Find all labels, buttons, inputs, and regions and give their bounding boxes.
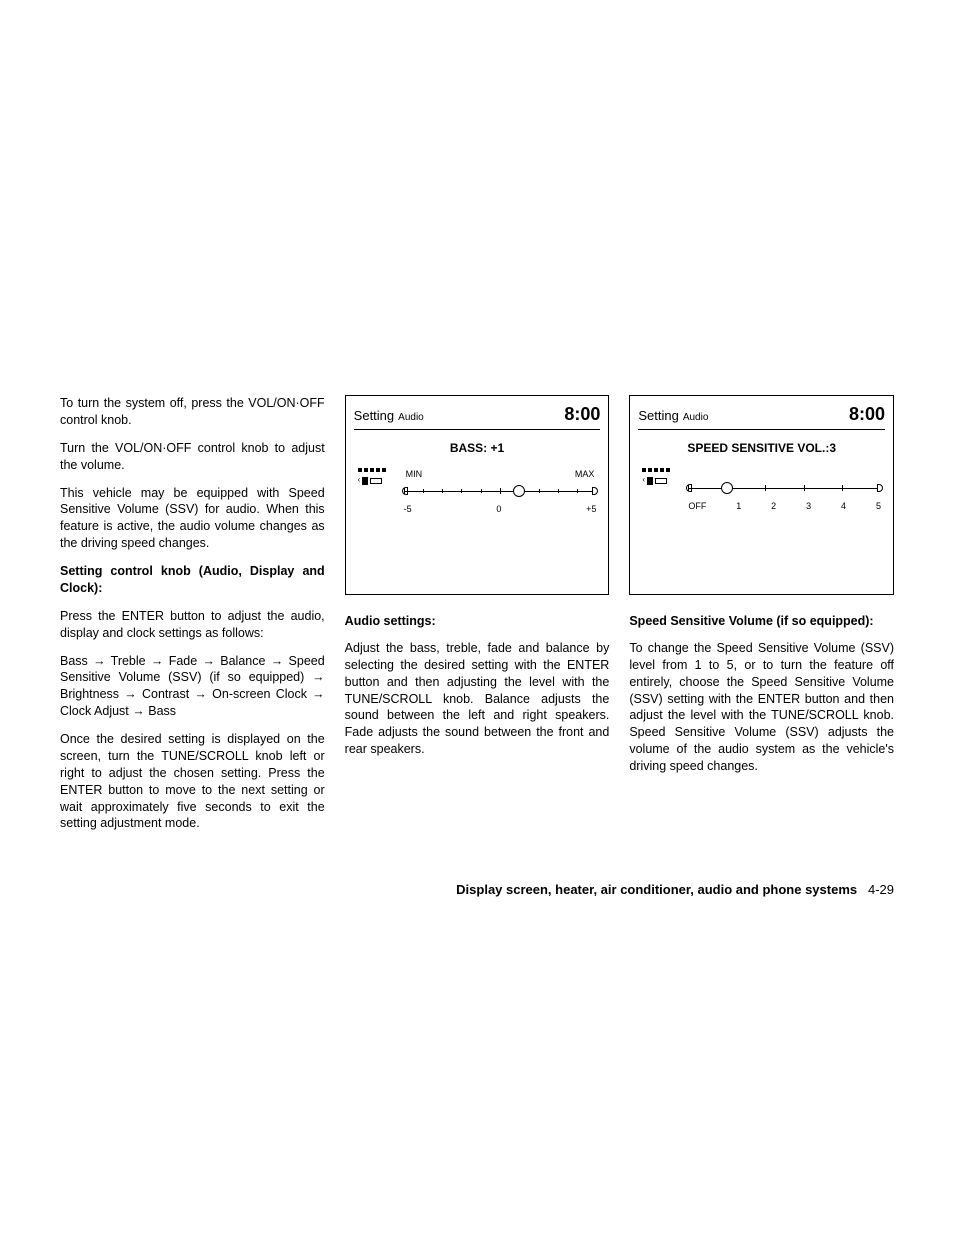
para: To change the Speed Sensitive Volume (SS…: [629, 640, 894, 775]
scale-label: 4: [841, 500, 846, 512]
bass-slider: MIN MAX: [404, 468, 597, 514]
knob-icon: ‹: [642, 468, 678, 486]
min-label: MIN: [406, 468, 423, 480]
para: Adjust the bass, treble, fade and balanc…: [345, 640, 610, 758]
setting-label: Setting: [354, 407, 394, 425]
slider-thumb: [721, 482, 733, 494]
ssv-heading: Speed Sensitive Volume (if so equipped):: [629, 613, 894, 630]
knob-icon: ‹: [358, 468, 394, 486]
column-3: Setting Audio 8:00 SPEED SENSITIVE VOL.:…: [629, 395, 894, 843]
column-1: To turn the system off, press the VOL/ON…: [60, 395, 325, 843]
footer-page-number: 4-29: [868, 882, 894, 897]
screen-header: Setting Audio 8:00: [354, 402, 601, 430]
audio-settings-heading: Audio settings:: [345, 613, 610, 630]
para: Turn the VOL/ON·OFF control knob to adju…: [60, 440, 325, 474]
column-2: Setting Audio 8:00 BASS: +1 ‹ MIN MAX: [345, 395, 610, 843]
scale-label: 2: [771, 500, 776, 512]
para: Bass → Treble → Fade → Balance → Speed S…: [60, 653, 325, 721]
clock-display: 8:00: [564, 402, 600, 426]
para: Press the ENTER button to adjust the aud…: [60, 608, 325, 642]
scale-label: 1: [736, 500, 741, 512]
clock-display: 8:00: [849, 402, 885, 426]
max-label: MAX: [575, 468, 595, 480]
scale-label: -5: [404, 503, 412, 515]
ssv-scale-labels: OFF 1 2 3 4 5: [688, 500, 881, 512]
subheading: Setting control knob (Audio, Display and…: [60, 563, 325, 597]
ssv-slider: OFF 1 2 3 4 5: [688, 468, 881, 512]
ssv-screen-figure: Setting Audio 8:00 SPEED SENSITIVE VOL.:…: [629, 395, 894, 595]
audio-label: Audio: [683, 411, 709, 425]
scale-label: 3: [806, 500, 811, 512]
audio-label: Audio: [398, 411, 424, 425]
setting-label: Setting: [638, 407, 678, 425]
para: This vehicle may be equipped with Speed …: [60, 485, 325, 553]
footer-section-title: Display screen, heater, air conditioner,…: [456, 882, 857, 897]
screen-header: Setting Audio 8:00: [638, 402, 885, 430]
slider-thumb: [513, 485, 525, 497]
scale-label: +5: [586, 503, 596, 515]
page-footer: Display screen, heater, air conditioner,…: [60, 882, 894, 897]
para: Once the desired setting is displayed on…: [60, 731, 325, 832]
bass-value-label: BASS: +1: [354, 440, 601, 456]
scale-label: 5: [876, 500, 881, 512]
scale-label: OFF: [688, 500, 706, 512]
scale-label: 0: [496, 503, 501, 515]
para: To turn the system off, press the VOL/ON…: [60, 395, 325, 429]
bass-screen-figure: Setting Audio 8:00 BASS: +1 ‹ MIN MAX: [345, 395, 610, 595]
ssv-value-label: SPEED SENSITIVE VOL.:3: [638, 440, 885, 456]
